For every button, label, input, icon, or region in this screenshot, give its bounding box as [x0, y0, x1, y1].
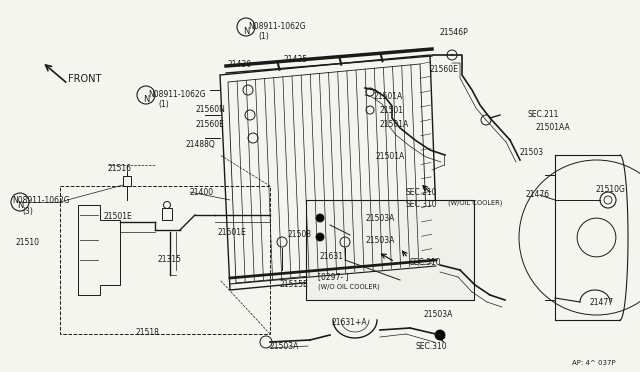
Text: 21435: 21435 [283, 55, 307, 64]
Text: 21501AA: 21501AA [536, 123, 571, 132]
Text: 21503: 21503 [520, 148, 544, 157]
Text: (3): (3) [22, 207, 33, 216]
Text: 21501A: 21501A [380, 120, 409, 129]
Bar [60, 186, 270, 334]
Text: 21508: 21508 [288, 230, 312, 239]
Text: 21501A: 21501A [374, 92, 403, 101]
Text: 21315: 21315 [158, 255, 182, 264]
Text: 21631+A: 21631+A [332, 318, 367, 327]
Text: FRONT: FRONT [68, 74, 101, 84]
Text: 21515E: 21515E [280, 280, 308, 289]
Bar [123, 176, 131, 186]
Text: 21430: 21430 [228, 60, 252, 69]
Text: 21560E: 21560E [430, 65, 459, 74]
Text: 21503A: 21503A [424, 310, 453, 319]
Circle shape [316, 233, 324, 241]
Text: N08911-1062G: N08911-1062G [12, 196, 70, 205]
Text: 21501: 21501 [380, 106, 404, 115]
Text: 21546P: 21546P [440, 28, 468, 37]
Text: 21501E: 21501E [218, 228, 247, 237]
Text: 21516: 21516 [108, 164, 132, 173]
Text: SEC.310: SEC.310 [410, 258, 442, 267]
Text: SEC.211: SEC.211 [527, 110, 558, 119]
Circle shape [435, 330, 445, 340]
Text: 21476: 21476 [526, 190, 550, 199]
Text: (1): (1) [158, 100, 169, 109]
Text: N08911-1062G: N08911-1062G [148, 90, 205, 99]
Text: N: N [143, 94, 149, 103]
Bar [162, 208, 172, 220]
Text: SEC.310: SEC.310 [406, 200, 438, 209]
Text: 21477: 21477 [590, 298, 614, 307]
Text: 21503A: 21503A [270, 342, 300, 351]
Text: (1): (1) [258, 32, 269, 41]
Circle shape [316, 214, 324, 222]
Text: 21503A: 21503A [366, 236, 396, 245]
Text: 21631: 21631 [320, 252, 344, 261]
Text: 21510: 21510 [16, 238, 40, 247]
Text: N: N [17, 202, 23, 211]
Text: 21501A: 21501A [376, 152, 405, 161]
Text: [0297- ]: [0297- ] [318, 272, 349, 281]
Text: N: N [243, 26, 249, 35]
Text: 21560E: 21560E [195, 120, 224, 129]
Text: SEC.210: SEC.210 [406, 188, 438, 197]
Text: (W/O OIL COOLER): (W/O OIL COOLER) [318, 284, 380, 291]
Bar [306, 200, 474, 300]
Text: (W/OIL COOLER): (W/OIL COOLER) [448, 200, 502, 206]
Text: 21518: 21518 [136, 328, 160, 337]
Text: 21501E: 21501E [104, 212, 132, 221]
Text: 21510G: 21510G [595, 185, 625, 194]
Text: 21503A: 21503A [366, 214, 396, 223]
Text: 21488Q: 21488Q [186, 140, 216, 149]
Text: 21400: 21400 [190, 188, 214, 197]
Text: 21560N: 21560N [195, 105, 225, 114]
Text: SEC.310: SEC.310 [416, 342, 447, 351]
Text: AP: 4^ 037P: AP: 4^ 037P [572, 360, 616, 366]
Text: N08911-1062G: N08911-1062G [248, 22, 306, 31]
